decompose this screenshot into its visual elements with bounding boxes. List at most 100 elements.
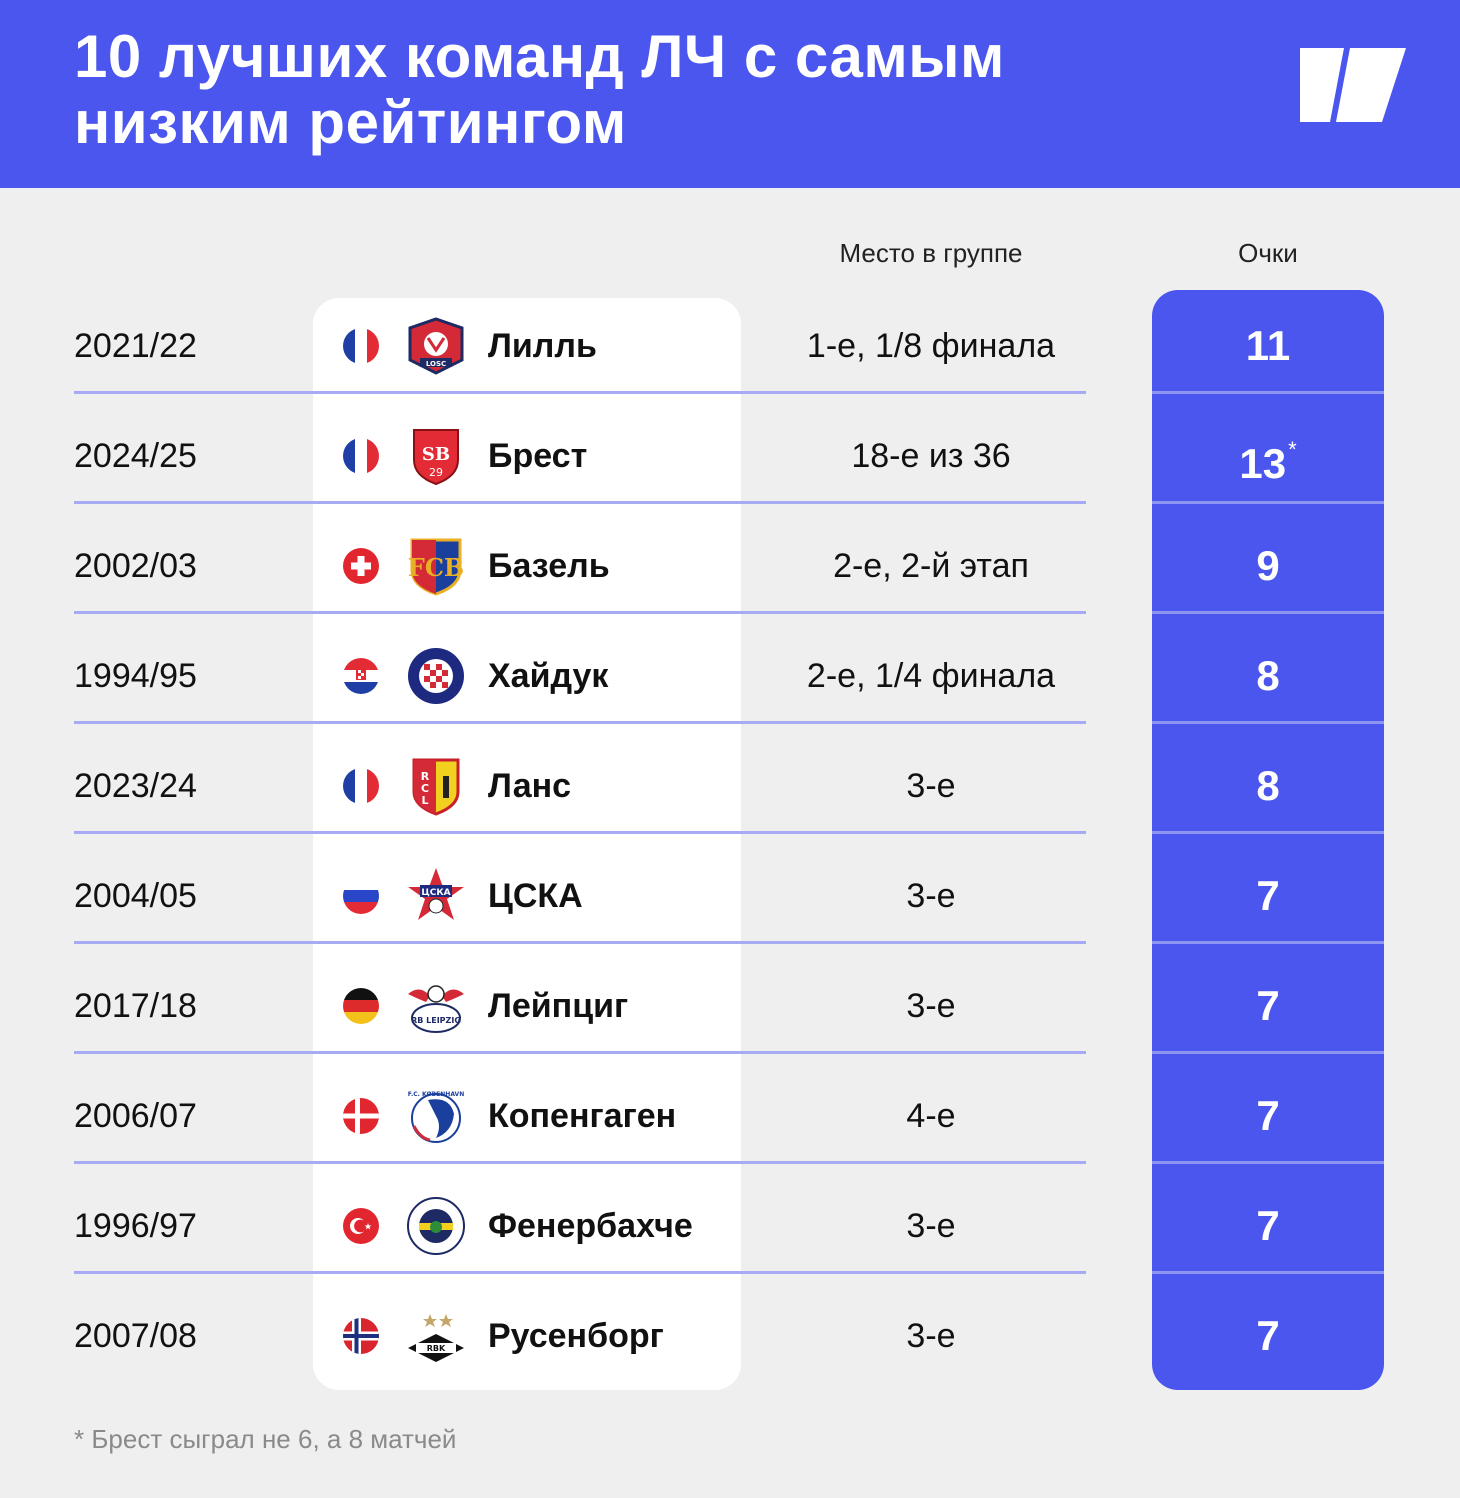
fenerbahce-crest-icon	[406, 1196, 466, 1256]
team-name: Лейпциг	[488, 987, 629, 1025]
basel-crest-icon: FCB	[406, 536, 466, 596]
svg-text:RB LEIPZIG: RB LEIPZIG	[411, 1016, 461, 1025]
season-label: 2017/18	[74, 987, 197, 1025]
team-name: Брест	[488, 437, 588, 475]
rosenborg-crest-icon: RBK	[406, 1306, 466, 1366]
season-label: 1996/97	[74, 1207, 197, 1245]
points-divider	[1152, 391, 1384, 394]
points-divider	[1152, 721, 1384, 724]
team-name: Русенборг	[488, 1317, 664, 1355]
season-label: 1994/95	[74, 657, 197, 695]
table-row: 2021/22 LOSC Лилль 1-е, 1/8 финала 11	[0, 296, 1460, 406]
russia-flag-icon	[343, 878, 379, 914]
points-value: 7	[1152, 846, 1384, 946]
row-divider	[74, 391, 1086, 394]
france-flag-icon	[343, 328, 379, 364]
page-title: 10 лучших команд ЛЧ с самым низким рейти…	[74, 23, 1005, 156]
points-value: 9	[1152, 516, 1384, 616]
switzerland-flag-icon	[343, 548, 379, 584]
table-row: 1994/95 Хайдук 2-е, 1/4 финала 8	[0, 626, 1460, 736]
group-place: 3-е	[906, 767, 956, 805]
season-label: 2024/25	[74, 437, 197, 475]
points-number: 8	[1256, 762, 1280, 809]
season-label: 2021/22	[74, 327, 197, 365]
group-place: 3-е	[906, 987, 956, 1025]
team-name: Базель	[488, 547, 610, 585]
row-divider	[74, 831, 1086, 834]
table-row: 2017/18 RB LEIPZIG Лейпциг 3-е 7	[0, 956, 1460, 1066]
france-flag-icon	[343, 768, 379, 804]
svg-text:ЦСКА: ЦСКА	[421, 888, 450, 898]
table-row: 1996/97 Фенербахче 3-е 7	[0, 1176, 1460, 1286]
teams-panel	[313, 298, 741, 1390]
table-row: 2004/05 ЦСКА ЦСКА 3-е 7	[0, 846, 1460, 956]
row-divider	[74, 941, 1086, 944]
points-number: 7	[1256, 1312, 1280, 1359]
svg-text:R: R	[421, 770, 430, 783]
points-number: 7	[1256, 982, 1280, 1029]
header-bar: 10 лучших команд ЛЧ с самым низким рейти…	[0, 0, 1460, 188]
group-place: 4-е	[906, 1097, 956, 1135]
svg-text:RBK: RBK	[427, 1344, 446, 1353]
team-name: Копенгаген	[488, 1097, 677, 1135]
points-divider	[1152, 941, 1384, 944]
team-name: Хайдук	[488, 657, 609, 695]
team-name: Ланс	[488, 767, 572, 805]
svg-text:29: 29	[429, 466, 443, 479]
brest-crest-icon: SB 29	[406, 426, 466, 486]
svg-text:L: L	[421, 794, 428, 807]
group-place: 1-е, 1/8 финала	[806, 327, 1056, 365]
group-place: 2-е, 1/4 финала	[806, 657, 1056, 695]
cska-crest-icon: ЦСКА	[406, 866, 466, 926]
group-place: 2-е, 2-й этап	[833, 547, 1029, 585]
norway-flag-icon	[343, 1318, 379, 1354]
points-value: 8	[1152, 736, 1384, 836]
svg-text:FCB: FCB	[408, 553, 464, 582]
points-number: 7	[1256, 872, 1280, 919]
row-divider	[74, 501, 1086, 504]
season-label: 2007/08	[74, 1317, 197, 1355]
footnote-mark: *	[1288, 437, 1297, 462]
row-divider	[74, 1271, 1086, 1274]
group-place: 3-е	[906, 1317, 956, 1355]
svg-text:F.C. KØBENHAVN: F.C. KØBENHAVN	[408, 1091, 464, 1098]
germany-flag-icon	[343, 988, 379, 1024]
points-number: 7	[1256, 1202, 1280, 1249]
table-row: 2023/24 R C L Ланс 3-е 8	[0, 736, 1460, 846]
table-row: 2007/08 RBK Русенборг 3-е 7	[0, 1286, 1460, 1396]
season-label: 2004/05	[74, 877, 197, 915]
column-header-place: Место в группе	[839, 238, 1023, 268]
row-divider	[74, 721, 1086, 724]
points-number: 9	[1256, 542, 1280, 589]
points-number: 11	[1245, 322, 1291, 369]
points-divider	[1152, 831, 1384, 834]
svg-text:LOSC: LOSC	[426, 360, 446, 368]
points-value: 13*	[1152, 406, 1384, 506]
leipzig-crest-icon: RB LEIPZIG	[406, 976, 466, 1036]
table-row: 2006/07 F.C. KØBENHAVN Копенгаген 4-е 7	[0, 1066, 1460, 1176]
row-divider	[74, 1051, 1086, 1054]
denmark-flag-icon	[343, 1098, 379, 1134]
points-number: 13	[1239, 440, 1287, 487]
points-value: 7	[1152, 1176, 1384, 1276]
row-divider	[74, 1161, 1086, 1164]
season-label: 2023/24	[74, 767, 197, 805]
turkey-flag-icon	[343, 1208, 379, 1244]
svg-text:C: C	[421, 782, 429, 795]
points-number: 8	[1256, 652, 1280, 699]
column-header-points: Очки	[1238, 238, 1298, 268]
team-name: ЦСКА	[488, 877, 583, 915]
team-name: Лилль	[488, 327, 597, 365]
points-divider	[1152, 1161, 1384, 1164]
season-label: 2002/03	[74, 547, 197, 585]
row-divider	[74, 611, 1086, 614]
points-divider	[1152, 611, 1384, 614]
footnote: * Брест сыграл не 6, а 8 матчей	[74, 1424, 457, 1454]
points-value: 7	[1152, 1286, 1384, 1386]
table-row: 2002/03 FCB Базель 2-е, 2-й этап 9	[0, 516, 1460, 626]
points-divider	[1152, 1051, 1384, 1054]
points-value: 11	[1152, 296, 1384, 396]
group-place: 3-е	[906, 1207, 956, 1245]
points-divider	[1152, 501, 1384, 504]
